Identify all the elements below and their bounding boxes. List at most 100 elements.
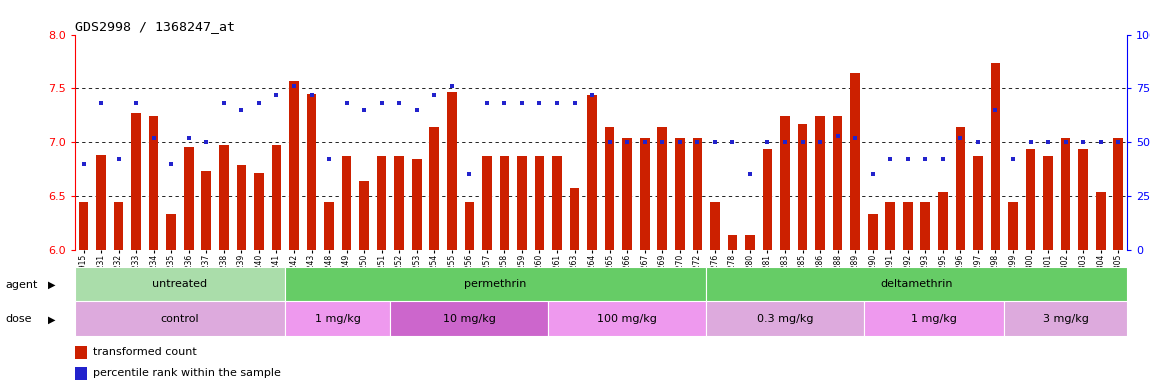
Point: [828, 132, 846, 139]
Point: [688, 139, 706, 145]
Point: [267, 92, 285, 98]
Bar: [815, 116, 825, 250]
Bar: [377, 156, 386, 250]
Point: [583, 92, 601, 98]
Bar: [218, 145, 229, 250]
Point: [407, 107, 426, 113]
Bar: [605, 127, 614, 250]
Text: transformed count: transformed count: [93, 347, 197, 358]
Bar: [254, 173, 263, 250]
Bar: [1113, 138, 1124, 250]
Bar: [956, 127, 965, 250]
Bar: [465, 202, 474, 250]
Text: control: control: [161, 314, 199, 324]
Bar: [549, 301, 706, 336]
Text: 1 mg/kg: 1 mg/kg: [315, 314, 361, 324]
Bar: [1060, 138, 1071, 250]
Text: agent: agent: [6, 280, 38, 290]
Bar: [1004, 301, 1127, 336]
Bar: [920, 202, 930, 250]
Point: [934, 156, 952, 162]
Point: [302, 92, 321, 98]
Point: [197, 139, 215, 145]
Bar: [973, 156, 983, 250]
Bar: [552, 156, 562, 250]
Point: [723, 139, 742, 145]
Bar: [728, 235, 737, 250]
Bar: [706, 301, 864, 336]
Point: [566, 100, 584, 106]
Bar: [864, 301, 1004, 336]
Bar: [1009, 202, 1018, 250]
Point: [443, 83, 461, 89]
Point: [864, 171, 882, 177]
Point: [670, 139, 689, 145]
Point: [390, 100, 408, 106]
Bar: [639, 138, 650, 250]
Bar: [850, 73, 860, 250]
Bar: [359, 181, 369, 250]
Bar: [391, 301, 549, 336]
Point: [460, 171, 478, 177]
Bar: [886, 202, 895, 250]
Point: [179, 135, 198, 141]
Bar: [78, 202, 89, 250]
Point: [793, 139, 812, 145]
Point: [1109, 139, 1127, 145]
Point: [917, 156, 935, 162]
Bar: [271, 145, 282, 250]
Bar: [167, 214, 176, 250]
Text: 10 mg/kg: 10 mg/kg: [443, 314, 496, 324]
Bar: [289, 81, 299, 250]
Point: [706, 139, 724, 145]
Text: dose: dose: [6, 314, 32, 324]
Bar: [184, 147, 193, 250]
Bar: [780, 116, 790, 250]
Bar: [237, 165, 246, 250]
Point: [547, 100, 566, 106]
Bar: [75, 301, 285, 336]
Bar: [1026, 149, 1035, 250]
Point: [846, 135, 865, 141]
Bar: [499, 156, 509, 250]
Point: [337, 100, 355, 106]
Point: [250, 100, 268, 106]
Point: [477, 100, 496, 106]
Bar: [285, 267, 706, 301]
Point: [1074, 139, 1092, 145]
Point: [513, 100, 531, 106]
Point: [355, 107, 374, 113]
Bar: [1079, 149, 1088, 250]
Bar: [75, 346, 87, 359]
Point: [1038, 139, 1057, 145]
Bar: [324, 202, 333, 250]
Point: [758, 139, 776, 145]
Point: [496, 100, 514, 106]
Point: [881, 156, 899, 162]
Bar: [447, 91, 457, 250]
Bar: [588, 95, 597, 250]
Point: [373, 100, 391, 106]
Bar: [482, 156, 492, 250]
Point: [109, 156, 128, 162]
Bar: [1096, 192, 1105, 250]
Bar: [285, 301, 391, 336]
Text: deltamethrin: deltamethrin: [880, 279, 953, 289]
Text: ▶: ▶: [48, 280, 56, 290]
Point: [1091, 139, 1110, 145]
Bar: [75, 367, 87, 380]
Text: GDS2998 / 1368247_at: GDS2998 / 1368247_at: [75, 20, 235, 33]
Point: [1004, 156, 1022, 162]
Point: [426, 92, 444, 98]
Point: [600, 139, 619, 145]
Bar: [535, 156, 544, 250]
Bar: [429, 127, 439, 250]
Bar: [518, 156, 527, 250]
Bar: [622, 138, 633, 250]
Bar: [131, 113, 141, 250]
Point: [898, 156, 917, 162]
Point: [320, 156, 338, 162]
Point: [215, 100, 233, 106]
Bar: [97, 155, 106, 250]
Bar: [114, 202, 123, 250]
